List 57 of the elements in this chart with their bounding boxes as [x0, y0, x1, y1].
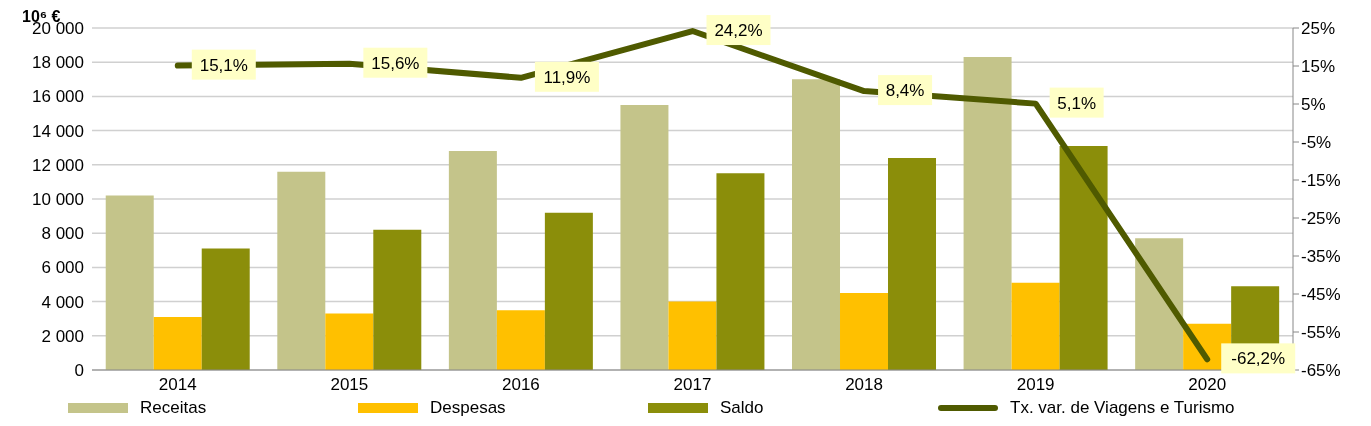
y-tick-label: 12 000 [32, 155, 84, 175]
y-tick-label: 18 000 [32, 53, 84, 73]
y2-tick-label: -55% [1301, 323, 1341, 343]
bar [840, 293, 889, 370]
data-label: -62,2% [1231, 349, 1286, 369]
bar [1135, 238, 1184, 370]
bar [277, 171, 326, 370]
x-tick-label: 2016 [502, 375, 540, 395]
bar [668, 301, 717, 370]
bar [888, 157, 937, 370]
bar [1059, 145, 1108, 370]
data-label: 15,1% [199, 55, 248, 75]
y2-tick-label: -35% [1301, 247, 1341, 267]
legend-label: Receitas [140, 398, 207, 418]
y-tick-label: 14 000 [32, 121, 84, 141]
data-label: 11,9% [543, 67, 591, 87]
bar [620, 104, 669, 370]
bar [544, 212, 593, 370]
data-label: 5,1% [1057, 93, 1097, 113]
bar [716, 173, 765, 370]
data-label: 8,4% [885, 81, 925, 101]
y-tick-label: 0 [74, 361, 84, 381]
y2-tick-label: -45% [1301, 285, 1341, 305]
y2-tick-label: -15% [1301, 171, 1341, 191]
x-tick-label: 2015 [330, 375, 369, 395]
bar [105, 195, 154, 370]
bar [792, 79, 841, 370]
y-tick-label: 4 000 [41, 292, 84, 312]
legend-label: Saldo [720, 398, 764, 418]
x-tick-label: 2019 [1016, 375, 1055, 395]
data-label: 24,2% [714, 21, 763, 41]
y-tick-label: 2 000 [41, 326, 84, 346]
x-tick-label: 2017 [673, 375, 712, 395]
bar [1011, 282, 1060, 370]
y2-tick-label: 15% [1301, 57, 1336, 77]
y2-tick-label: 25% [1301, 19, 1336, 39]
y2-tick-label: -25% [1301, 209, 1341, 229]
x-tick-label: 2018 [845, 375, 883, 395]
bar [153, 316, 202, 370]
bar [201, 248, 250, 370]
bar [448, 151, 497, 370]
legend-label: Despesas [430, 398, 506, 418]
bar [496, 310, 545, 370]
bar [373, 229, 422, 370]
data-label: 15,6% [371, 53, 420, 73]
y-tick-label: 6 000 [41, 258, 84, 278]
legend-label: Tx. var. de Viagens e Turismo [1010, 398, 1235, 418]
y2-tick-label: 5% [1301, 95, 1326, 115]
x-tick-label: 2014 [158, 375, 197, 395]
bar [963, 57, 1012, 370]
y-tick-label: 16 000 [32, 87, 84, 107]
y2-tick-label: -5% [1301, 133, 1332, 153]
y-tick-label: 10 000 [32, 190, 84, 210]
y-tick-label: 8 000 [41, 224, 84, 244]
x-tick-label: 2020 [1188, 375, 1227, 395]
y2-tick-label: -65% [1301, 361, 1341, 381]
bar [325, 313, 374, 370]
